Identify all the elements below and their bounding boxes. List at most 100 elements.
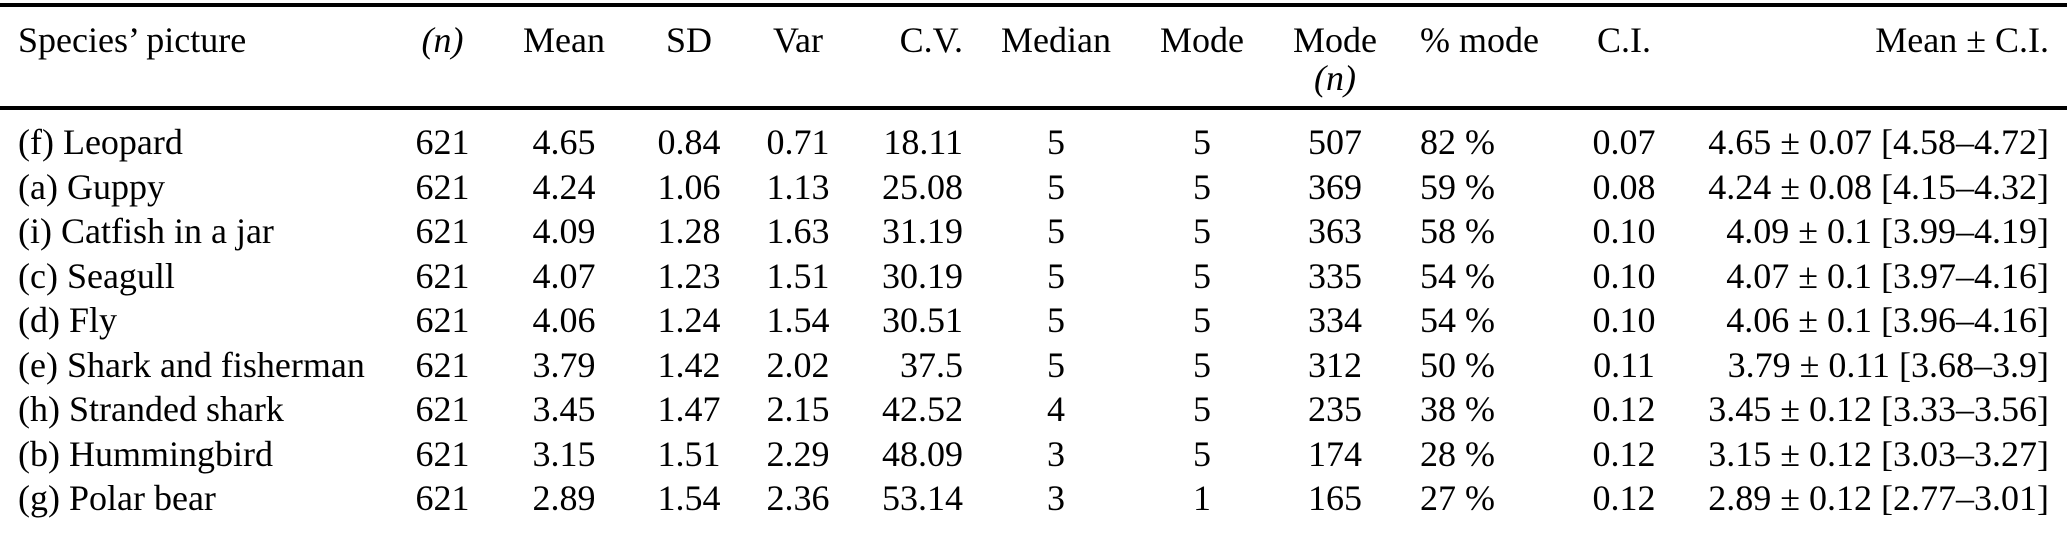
col-header-pct-mode: % mode xyxy=(1380,5,1560,110)
cell-cv: 42.52 xyxy=(882,389,963,429)
cell-mode-n: 334 xyxy=(1308,300,1362,340)
cell-median: 4 xyxy=(1047,389,1065,429)
cell-mode-n: 335 xyxy=(1308,255,1362,296)
col-header-median: Median xyxy=(998,5,1114,110)
cell-cv: 30.19 xyxy=(882,255,963,296)
table-row: (h) Stranded shark 621 3.45 1.47 2.15 42… xyxy=(0,387,2067,432)
cell-ci: 0.10 xyxy=(1592,300,1656,340)
col-header-cv: C.V. xyxy=(866,5,998,110)
cell-median: 5 xyxy=(1047,122,1065,162)
cell-sd: 1.06 xyxy=(657,166,721,207)
cell-species: (i) Catfish in a jar xyxy=(18,211,274,251)
cell-mode-n: 235 xyxy=(1308,389,1362,429)
table-row: (g) Polar bear 621 2.89 1.54 2.36 53.14 … xyxy=(0,476,2067,536)
cell-mode: 5 xyxy=(1193,122,1211,162)
cell-mode-n: 174 xyxy=(1308,433,1362,474)
table-header: Species’ picture (n) Mean SD Var C.V. Me… xyxy=(0,5,2067,110)
cell-species: (g) Polar bear xyxy=(18,478,216,518)
cell-mean-ci: 4.65 ± 0.07 [4.58–4.72] xyxy=(1708,122,2049,162)
cell-mode: 5 xyxy=(1193,166,1211,207)
table-row: (i) Catfish in a jar 621 4.09 1.28 1.63 … xyxy=(0,209,2067,254)
cell-sd: 1.47 xyxy=(657,389,721,429)
cell-var: 2.15 xyxy=(766,389,830,429)
cell-median: 5 xyxy=(1047,344,1065,385)
col-header-species: Species’ picture xyxy=(0,5,405,110)
col-header-n: (n) xyxy=(405,5,480,110)
cell-n: 621 xyxy=(415,166,470,207)
cell-species: (d) Fly xyxy=(18,300,117,340)
cell-n: 621 xyxy=(415,255,470,296)
table-row: (e) Shark and fisherman 621 3.79 1.42 2.… xyxy=(0,343,2067,388)
cell-mode: 5 xyxy=(1193,211,1211,251)
cell-var: 1.51 xyxy=(766,255,830,296)
cell-mean: 4.06 xyxy=(532,300,596,340)
cell-ci: 0.08 xyxy=(1592,166,1656,207)
cell-n: 621 xyxy=(415,389,470,429)
cell-n: 621 xyxy=(415,478,470,518)
col-header-mode: Mode xyxy=(1114,5,1290,110)
table-row: (a) Guppy 621 4.24 1.06 1.13 25.08 5 5 3… xyxy=(0,165,2067,210)
table-body: (f) Leopard 621 4.65 0.84 0.71 18.11 5 5… xyxy=(0,108,2067,536)
cell-mode-n: 369 xyxy=(1308,166,1362,207)
cell-mode: 5 xyxy=(1193,255,1211,296)
col-header-mean: Mean xyxy=(480,5,648,110)
cell-var: 2.29 xyxy=(766,433,830,474)
cell-mean: 4.24 xyxy=(532,166,596,207)
cell-var: 1.13 xyxy=(766,166,830,207)
cell-pct-mode: 54 % xyxy=(1420,300,1495,340)
cell-pct-mode: 58 % xyxy=(1420,211,1495,251)
cell-cv: 53.14 xyxy=(882,478,963,518)
cell-mean-ci: 2.89 ± 0.12 [2.77–3.01] xyxy=(1708,478,2049,518)
cell-n: 621 xyxy=(415,344,470,385)
cell-mean: 4.07 xyxy=(532,255,596,296)
cell-ci: 0.12 xyxy=(1592,389,1656,429)
cell-cv: 18.11 xyxy=(883,122,963,162)
cell-cv: 30.51 xyxy=(882,300,963,340)
cell-mean: 4.09 xyxy=(532,211,596,251)
cell-n: 621 xyxy=(415,211,470,251)
cell-mean-ci: 3.79 ± 0.11 [3.68–3.9] xyxy=(1727,344,2049,385)
cell-var: 1.54 xyxy=(766,300,830,340)
cell-n: 621 xyxy=(415,433,470,474)
cell-mode-n: 507 xyxy=(1308,122,1362,162)
cell-mean-ci: 4.07 ± 0.1 [3.97–4.16] xyxy=(1726,255,2049,296)
cell-n: 621 xyxy=(415,122,470,162)
table-row: (c) Seagull 621 4.07 1.23 1.51 30.19 5 5… xyxy=(0,254,2067,299)
cell-pct-mode: 38 % xyxy=(1420,389,1495,429)
cell-pct-mode: 50 % xyxy=(1420,344,1495,385)
cell-mode: 5 xyxy=(1193,433,1211,474)
cell-mean-ci: 4.09 ± 0.1 [3.99–4.19] xyxy=(1726,211,2049,251)
cell-pct-mode: 59 % xyxy=(1420,166,1495,207)
cell-mode-n: 363 xyxy=(1308,211,1362,251)
cell-mean: 3.15 xyxy=(532,433,596,474)
cell-ci: 0.10 xyxy=(1592,211,1656,251)
table-row: (f) Leopard 621 4.65 0.84 0.71 18.11 5 5… xyxy=(0,108,2067,165)
cell-mode-n: 312 xyxy=(1308,344,1362,385)
col-header-mode-n: Mode (n) xyxy=(1290,5,1380,110)
cell-ci: 0.12 xyxy=(1592,433,1656,474)
cell-var: 0.71 xyxy=(766,122,830,162)
cell-mode: 5 xyxy=(1193,344,1211,385)
col-header-mean-ci: Mean ± C.I. xyxy=(1688,5,2067,110)
cell-pct-mode: 28 % xyxy=(1420,433,1495,474)
cell-ci: 0.11 xyxy=(1593,344,1655,385)
cell-ci: 0.10 xyxy=(1592,255,1656,296)
cell-mean: 2.89 xyxy=(532,478,596,518)
cell-sd: 1.42 xyxy=(657,344,721,385)
cell-mode: 5 xyxy=(1193,300,1211,340)
col-header-var: Var xyxy=(730,5,866,110)
cell-var: 1.63 xyxy=(766,211,830,251)
cell-mode-n: 165 xyxy=(1308,478,1362,518)
cell-pct-mode: 82 % xyxy=(1420,122,1495,162)
cell-median: 5 xyxy=(1047,300,1065,340)
cell-pct-mode: 27 % xyxy=(1420,478,1495,518)
cell-pct-mode: 54 % xyxy=(1420,255,1495,296)
cell-species: (c) Seagull xyxy=(18,255,175,296)
table-row: (d) Fly 621 4.06 1.24 1.54 30.51 5 5 334… xyxy=(0,298,2067,343)
cell-sd: 1.51 xyxy=(657,433,721,474)
cell-mean-ci: 4.06 ± 0.1 [3.96–4.16] xyxy=(1726,300,2049,340)
cell-sd: 1.23 xyxy=(657,255,721,296)
cell-var: 2.02 xyxy=(766,344,830,385)
cell-median: 3 xyxy=(1047,478,1065,518)
cell-mean-ci: 3.15 ± 0.12 [3.03–3.27] xyxy=(1708,433,2049,474)
